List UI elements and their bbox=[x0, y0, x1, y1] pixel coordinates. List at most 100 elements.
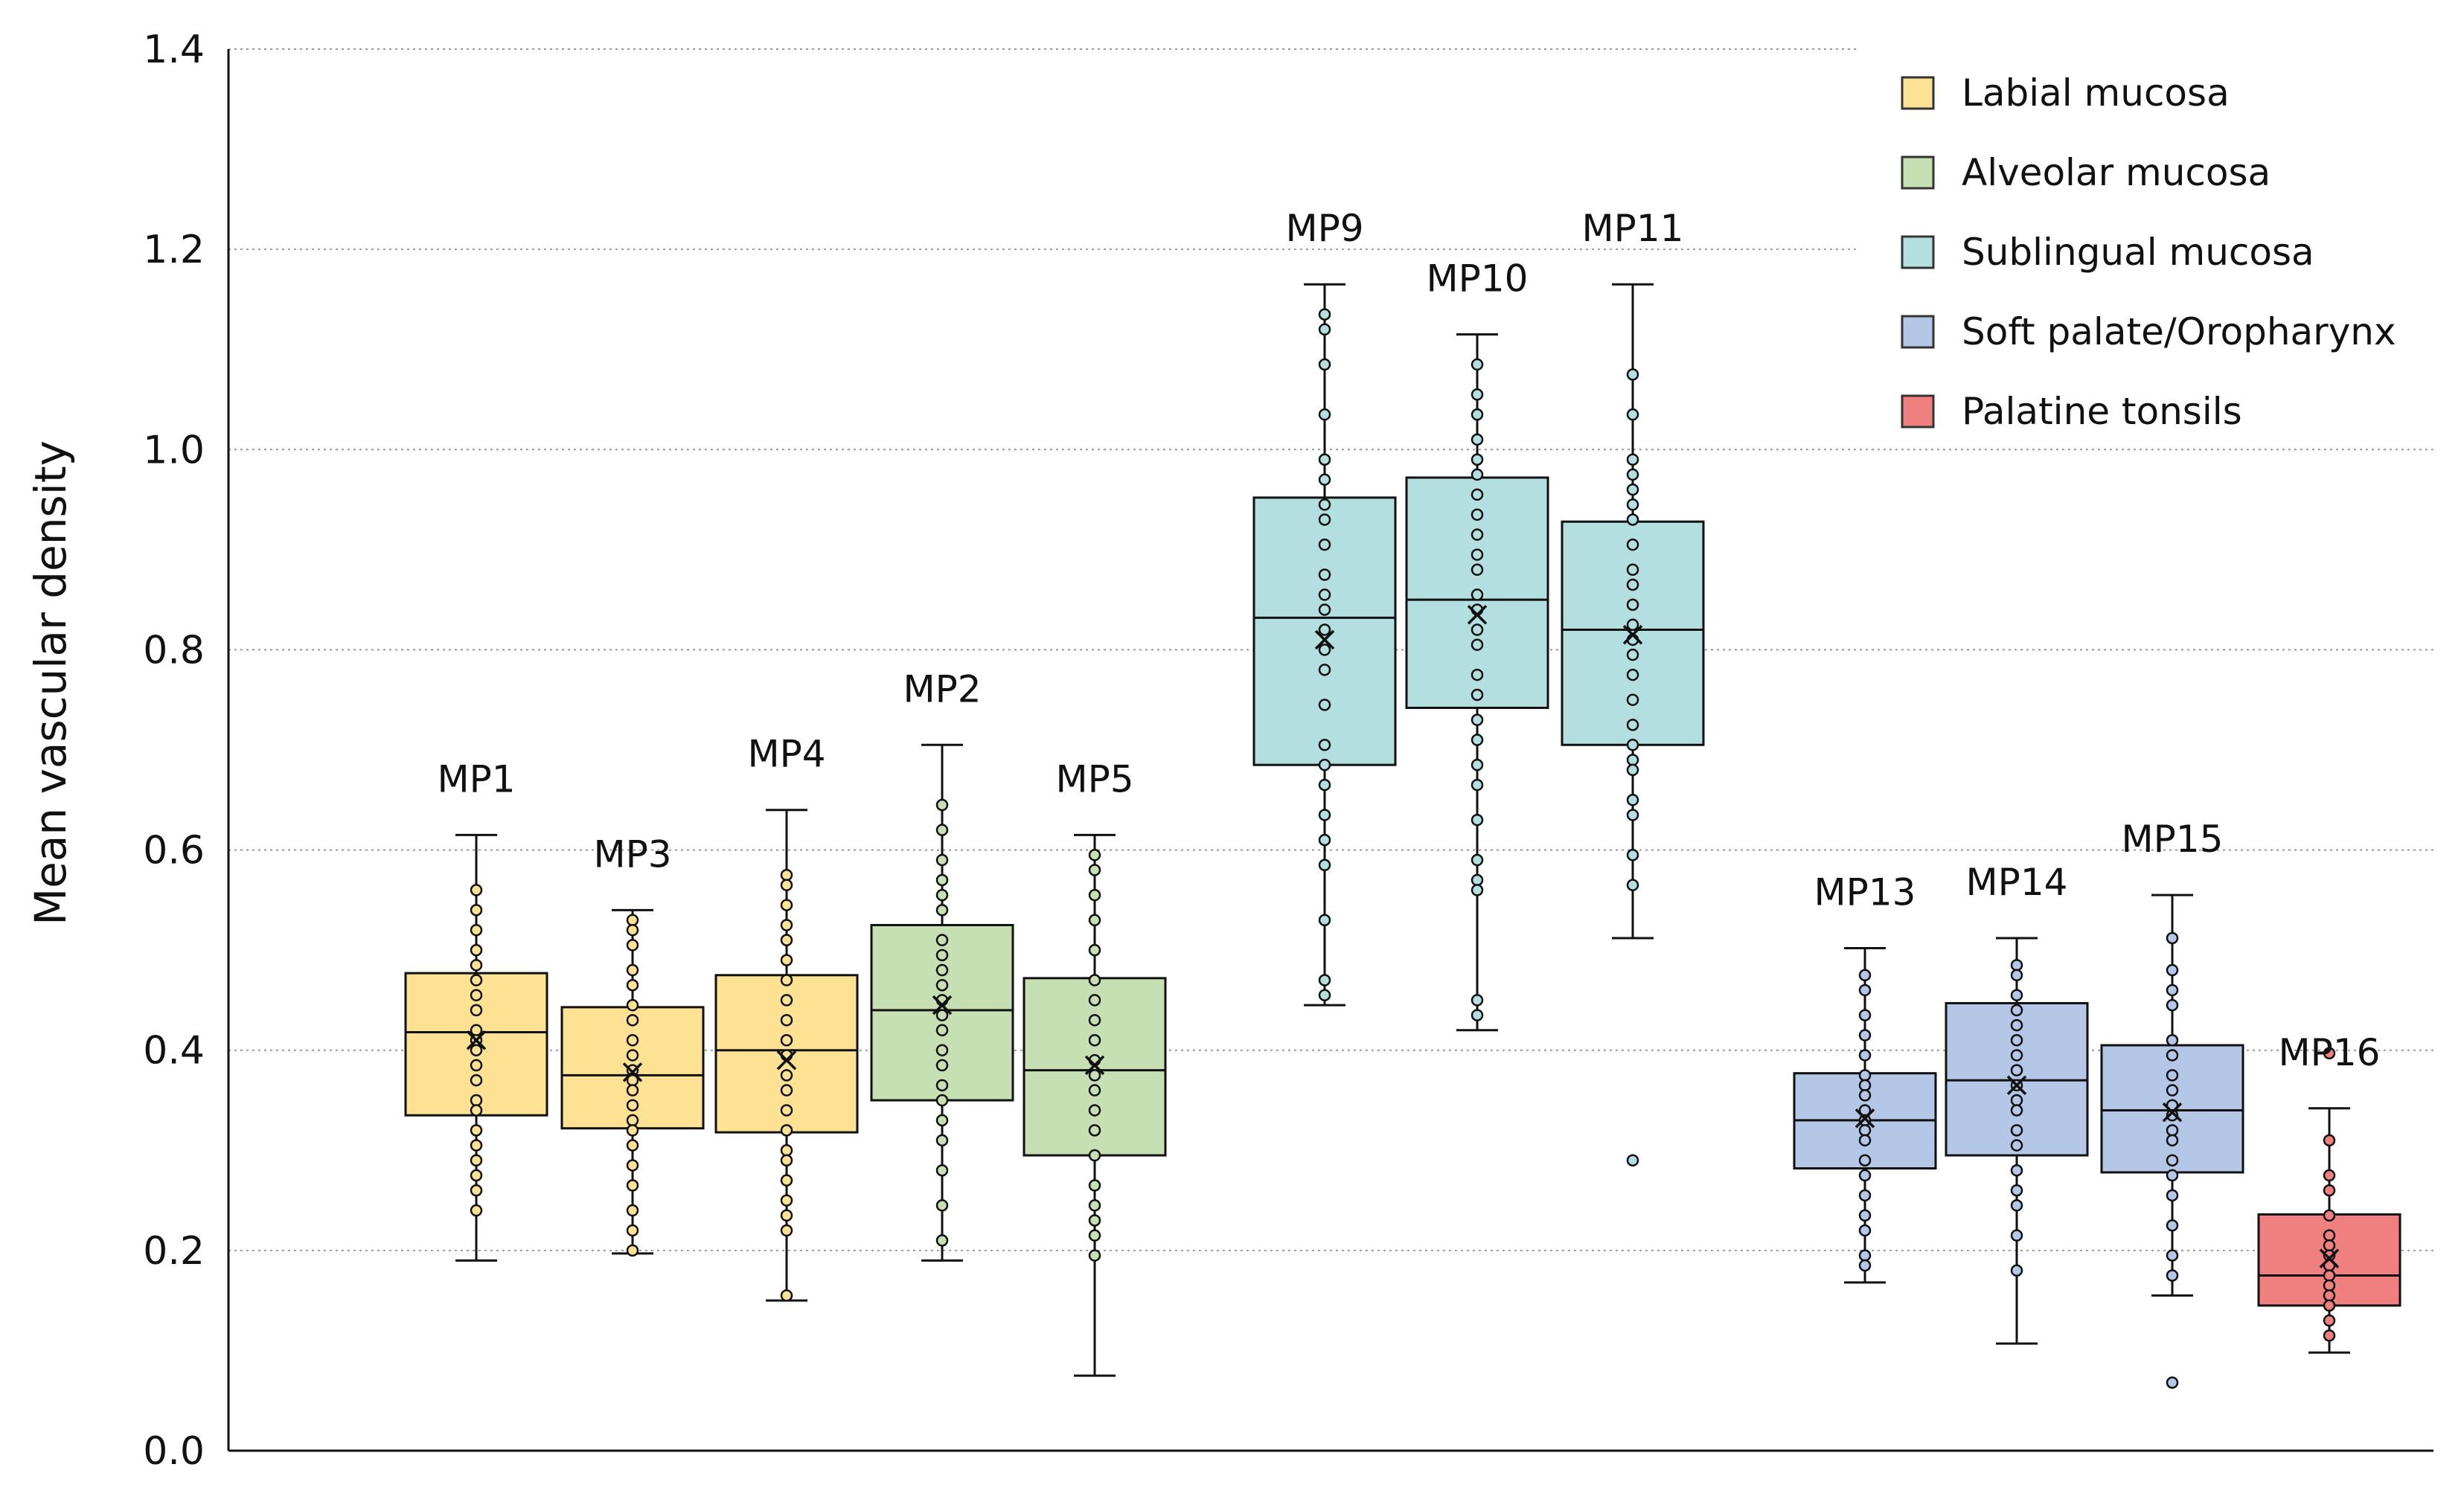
data-point bbox=[780, 1154, 793, 1167]
data-point bbox=[2010, 1164, 2023, 1177]
data-point bbox=[2010, 1094, 2023, 1107]
data-point bbox=[1318, 603, 1331, 616]
data-point bbox=[626, 1099, 639, 1111]
data-point bbox=[1318, 568, 1331, 581]
data-point bbox=[1088, 914, 1101, 927]
data-point bbox=[1318, 833, 1331, 847]
legend-item: Soft palate/Oropharynx bbox=[1901, 310, 2396, 353]
data-point bbox=[1626, 794, 1639, 806]
data-point bbox=[780, 1174, 793, 1187]
data-point bbox=[2323, 1279, 2336, 1292]
data-point bbox=[1088, 1249, 1101, 1262]
data-point bbox=[470, 1184, 483, 1197]
data-point bbox=[626, 914, 639, 927]
data-point bbox=[1318, 623, 1331, 636]
data-point bbox=[470, 1059, 483, 1072]
box-mp1 bbox=[404, 833, 548, 1262]
data-point bbox=[780, 1034, 793, 1047]
boxes bbox=[404, 283, 2401, 1389]
data-point bbox=[1471, 548, 1484, 561]
data-point bbox=[2166, 1084, 2179, 1097]
data-point bbox=[2010, 1184, 2023, 1197]
data-point bbox=[626, 978, 639, 992]
data-point bbox=[2166, 931, 2179, 945]
data-point bbox=[2166, 1034, 2179, 1047]
y-tick-label: 1.4 bbox=[143, 28, 205, 72]
data-point bbox=[2323, 1229, 2336, 1242]
data-point bbox=[2166, 1069, 2179, 1082]
box-label-mp16: MP16 bbox=[2279, 1031, 2381, 1074]
data-point bbox=[470, 1139, 483, 1152]
box-mp10 bbox=[1405, 333, 1549, 1032]
data-point bbox=[780, 1084, 793, 1097]
outlier-point bbox=[2166, 1376, 2179, 1389]
data-point bbox=[2166, 1169, 2179, 1182]
data-point bbox=[1626, 693, 1639, 706]
data-point bbox=[1858, 1249, 1872, 1262]
data-point bbox=[1626, 563, 1639, 577]
data-point bbox=[1626, 739, 1639, 751]
data-point bbox=[1318, 664, 1331, 676]
legend-label: Alveolar mucosa bbox=[1962, 151, 2271, 194]
data-point bbox=[626, 1124, 639, 1137]
data-point bbox=[1858, 1209, 1872, 1222]
mean-marker bbox=[466, 1030, 487, 1050]
data-point bbox=[780, 934, 793, 946]
data-point bbox=[626, 1159, 639, 1172]
data-point bbox=[935, 1059, 949, 1072]
data-point bbox=[2166, 1108, 2179, 1122]
y-tick-label: 1.0 bbox=[143, 428, 205, 472]
data-point bbox=[470, 923, 483, 937]
mean-marker bbox=[2162, 1102, 2183, 1123]
data-point bbox=[1626, 578, 1639, 591]
data-point bbox=[780, 1144, 793, 1157]
legend-swatch bbox=[1901, 155, 1935, 190]
data-point bbox=[1471, 433, 1484, 446]
legend-item: Alveolar mucosa bbox=[1901, 151, 2271, 194]
legend-label: Sublingual mucosa bbox=[1962, 231, 2314, 274]
data-point bbox=[1626, 483, 1639, 496]
data-point bbox=[1626, 408, 1639, 421]
data-point bbox=[470, 974, 483, 986]
data-point bbox=[935, 978, 949, 992]
data-point bbox=[1858, 969, 1872, 982]
box-mp16 bbox=[2257, 1047, 2401, 1354]
data-point bbox=[2323, 1314, 2336, 1327]
data-point bbox=[470, 1204, 483, 1217]
data-point bbox=[1626, 468, 1639, 481]
box-mp4 bbox=[714, 809, 859, 1302]
data-point bbox=[626, 1034, 639, 1047]
data-point bbox=[1858, 983, 1872, 997]
data-point bbox=[1858, 1259, 1872, 1272]
data-point bbox=[780, 879, 793, 891]
legend-swatch bbox=[1901, 315, 1935, 349]
box-mp15 bbox=[2100, 893, 2244, 1389]
data-point bbox=[1471, 623, 1484, 636]
mean-marker bbox=[776, 1050, 797, 1071]
data-point bbox=[780, 919, 793, 931]
box-mp5 bbox=[1023, 833, 1167, 1377]
data-point bbox=[1088, 1034, 1101, 1047]
box-mp9 bbox=[1252, 283, 1397, 1007]
data-point bbox=[935, 1164, 949, 1177]
data-point bbox=[2010, 1064, 2023, 1076]
box-label-mp10: MP10 bbox=[1427, 257, 1529, 301]
mean-marker bbox=[622, 1062, 643, 1082]
data-point bbox=[780, 1224, 793, 1237]
box-label-mp13: MP13 bbox=[1814, 870, 1916, 914]
box-mp3 bbox=[560, 908, 705, 1257]
data-point bbox=[626, 1139, 639, 1152]
y-tick-labels: 0.0 0.2 0.4 0.6 0.8 1.0 1.2 1.4 bbox=[143, 28, 205, 1474]
legend-swatch bbox=[1901, 394, 1935, 429]
data-point bbox=[1626, 763, 1639, 777]
mean-marker bbox=[1622, 625, 1643, 645]
data-point bbox=[1088, 864, 1101, 876]
data-point bbox=[1088, 888, 1101, 902]
data-point bbox=[626, 1084, 639, 1097]
y-tick-label: 0.2 bbox=[143, 1229, 205, 1274]
data-point bbox=[1318, 323, 1331, 336]
data-point bbox=[2166, 1154, 2179, 1167]
data-point bbox=[935, 1134, 949, 1147]
legend: Labial mucosa Alveolar mucosa Sublingual m… bbox=[1901, 71, 2396, 433]
legend-swatch bbox=[1901, 76, 1935, 110]
